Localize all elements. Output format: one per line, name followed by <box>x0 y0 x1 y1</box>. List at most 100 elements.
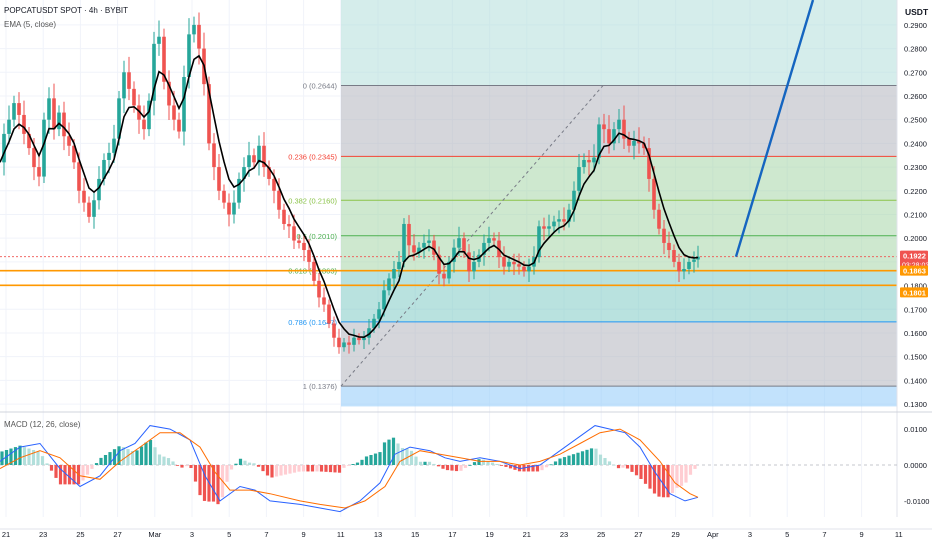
macd-histogram-bar <box>67 465 72 485</box>
candle-body <box>597 124 601 158</box>
candle-body <box>627 138 631 146</box>
candle-body <box>672 250 676 262</box>
candle-body <box>197 24 201 49</box>
macd-histogram-bar <box>441 465 445 469</box>
macd-histogram-bar <box>418 461 423 465</box>
projection-line <box>734 0 815 258</box>
candle-body <box>2 133 6 163</box>
price-tick: 0.2900 <box>904 21 927 30</box>
candle-body <box>587 159 591 163</box>
candle-body <box>492 238 496 241</box>
candle-body <box>382 290 386 310</box>
time-tick: 9 <box>302 530 306 539</box>
macd-histogram-bar <box>283 465 288 475</box>
macd-histogram-bar <box>432 463 436 465</box>
fib-label: 0.786 (0.1647) <box>288 318 337 327</box>
macd-histogram-bar <box>630 465 634 472</box>
macd-histogram-bar <box>45 463 49 465</box>
candle-body <box>107 152 111 160</box>
macd-histogram-bar <box>4 449 9 465</box>
fib-label: 0.236 (0.2345) <box>288 152 337 161</box>
macd-histogram-bar <box>238 458 243 465</box>
price-tick: 0.2500 <box>904 116 927 125</box>
macd-histogram-bar <box>355 462 360 465</box>
candle-body <box>542 226 546 229</box>
candle-body <box>472 261 476 272</box>
candle-body <box>527 266 531 272</box>
time-tick: 19 <box>485 530 493 539</box>
candle-body <box>662 228 666 243</box>
time-tick: 25 <box>76 530 84 539</box>
candle-body <box>277 190 281 210</box>
price-tick: 0.1800 <box>904 282 927 291</box>
time-tick: 9 <box>860 530 864 539</box>
candle-body <box>52 98 56 130</box>
candle-body <box>437 254 441 274</box>
macd-histogram-bar <box>54 465 58 478</box>
candle-body <box>77 162 81 191</box>
macd-legend[interactable]: MACD (12, 26, close) <box>4 420 81 429</box>
candle-body <box>7 119 11 134</box>
macd-histogram-bar <box>675 465 679 488</box>
macd-histogram-bar <box>378 452 382 465</box>
macd-histogram-bar <box>0 451 4 465</box>
macd-histogram-bar <box>639 465 643 479</box>
macd-histogram-bar <box>571 454 576 465</box>
candle-body <box>557 219 561 222</box>
macd-histogram-bar <box>49 465 54 471</box>
candle-body <box>157 36 161 44</box>
macd-histogram-bar <box>85 465 90 475</box>
macd-histogram-bar <box>130 451 135 465</box>
candle-body <box>417 247 421 253</box>
macd-histogram-bar <box>688 465 693 475</box>
candle-body <box>302 242 306 251</box>
macd-histogram-bar <box>648 465 652 489</box>
macd-histogram-bar <box>549 464 553 466</box>
macd-histogram-bar <box>211 465 216 502</box>
candle-body <box>687 261 691 269</box>
macd-histogram-bar <box>468 465 472 466</box>
macd-histogram-bar <box>99 457 103 465</box>
time-tick: 27 <box>634 530 642 539</box>
macd-tick: 0.0000 <box>904 461 927 470</box>
macd-histogram-bar <box>225 465 229 482</box>
candle-body <box>242 167 246 179</box>
time-tick: 21 <box>523 530 531 539</box>
macd-histogram-bar <box>261 465 265 472</box>
price-tick: 0.2400 <box>904 139 927 148</box>
macd-histogram-bar <box>387 439 391 465</box>
candle-body <box>562 219 566 222</box>
macd-histogram-bar <box>153 447 157 465</box>
candle-body <box>167 81 171 106</box>
candle-body <box>522 266 526 272</box>
macd-histogram-bar <box>423 461 427 465</box>
macd-histogram-bar <box>135 450 139 465</box>
macd-histogram-bar <box>427 461 432 465</box>
time-tick: 23 <box>560 530 568 539</box>
macd-histogram-bar <box>477 459 481 465</box>
macd-histogram-bar <box>40 456 45 465</box>
candle-body <box>342 342 346 348</box>
macd-histogram-bar <box>328 465 333 473</box>
macd-histogram-bar <box>436 465 441 467</box>
candle-body <box>217 167 221 191</box>
time-tick: 13 <box>374 530 382 539</box>
fib-zone <box>341 386 897 407</box>
ema-line <box>0 54 699 339</box>
candle-body <box>327 304 331 324</box>
macd-histogram-bar <box>396 443 400 465</box>
macd-histogram-bar <box>454 465 459 472</box>
macd-histogram-bar <box>445 465 450 471</box>
candle-body <box>412 245 416 253</box>
candle-body <box>177 119 181 132</box>
ema-legend[interactable]: EMA (5, close) <box>4 20 57 29</box>
macd-histogram-bar <box>684 465 688 483</box>
macd-histogram-bar <box>333 465 337 473</box>
candle-body <box>142 119 146 130</box>
candle-body <box>337 337 341 348</box>
candle-body <box>122 72 126 99</box>
price-tick: 0.2100 <box>904 210 927 219</box>
macd-histogram-bar <box>94 463 99 465</box>
macd-histogram-bar <box>184 465 189 467</box>
